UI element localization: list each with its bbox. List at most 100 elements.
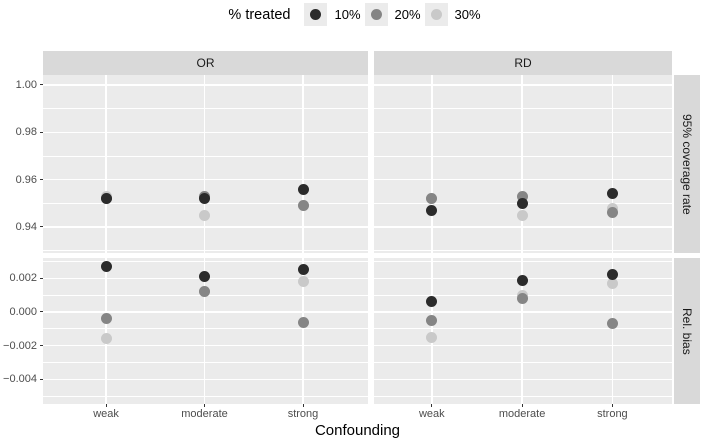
gridline-vertical — [302, 75, 304, 253]
panel-or-coverage — [43, 75, 368, 253]
gridline-minor — [43, 108, 368, 109]
gridline-major — [43, 311, 368, 313]
data-point — [297, 183, 309, 195]
x-tick-label: weak — [93, 408, 119, 420]
gridline-major — [43, 378, 368, 381]
data-point — [426, 314, 438, 326]
panel-or-rel-bias — [43, 258, 368, 404]
legend-key-20 — [364, 3, 388, 26]
panel-rd-coverage — [374, 75, 672, 253]
data-point — [516, 197, 528, 209]
y-tick-mark — [40, 179, 43, 181]
data-point — [100, 193, 112, 205]
data-point — [297, 316, 309, 328]
data-point — [297, 264, 309, 276]
data-point — [516, 293, 528, 305]
gridline-minor — [374, 250, 672, 252]
data-point — [199, 209, 211, 221]
legend-dot — [310, 9, 322, 20]
data-point — [606, 207, 618, 219]
gridline-minor — [374, 328, 672, 330]
y-tick-label: 0.98 — [15, 126, 37, 139]
gridline-vertical — [203, 258, 206, 404]
panel-rd-rel-bias — [374, 258, 672, 404]
legend-dot — [370, 9, 382, 20]
data-point — [606, 277, 618, 289]
x-tick-mark — [431, 404, 433, 407]
x-tick-mark — [611, 404, 613, 407]
gridline-major — [374, 344, 672, 347]
x-tick-mark — [105, 404, 107, 407]
data-point — [426, 193, 438, 205]
data-point — [426, 331, 438, 343]
data-point — [606, 318, 618, 330]
facet-strip-rd: RD — [374, 51, 672, 75]
y-tick-mark — [40, 277, 43, 279]
x-tick-label: moderate — [498, 408, 546, 420]
gridline-vertical — [611, 75, 614, 253]
gridline-minor — [374, 395, 672, 397]
gridline-minor — [374, 362, 672, 363]
gridline-vertical — [105, 75, 107, 253]
data-point — [100, 313, 112, 325]
y-tick-label: 0.94 — [15, 220, 37, 233]
gridline-minor — [374, 108, 672, 109]
x-tick-mark — [204, 404, 206, 407]
data-point — [199, 271, 211, 283]
data-point — [297, 200, 309, 212]
gridline-major — [374, 311, 672, 313]
legend-label-20: 20% — [394, 7, 421, 22]
x-tick-label: strong — [287, 408, 319, 420]
data-point — [426, 296, 438, 308]
legend-label-30: 30% — [454, 7, 481, 22]
facet-strip-or: OR — [43, 51, 368, 75]
x-tick-mark — [521, 404, 523, 407]
legend-title: % treated — [228, 6, 291, 23]
data-point — [100, 261, 112, 273]
legend-label-10: 10% — [334, 7, 361, 22]
gridline-major — [43, 131, 368, 134]
x-tick-label: weak — [418, 408, 445, 420]
gridline-minor — [43, 261, 368, 262]
gridline-vertical — [431, 258, 433, 404]
data-point — [199, 286, 211, 298]
x-tick-label: moderate — [181, 408, 228, 420]
gridline-vertical — [431, 75, 433, 253]
y-tick-label: 1.00 — [15, 78, 37, 91]
gridline-major — [43, 84, 368, 86]
gridline-minor — [43, 155, 368, 157]
gridline-major — [374, 378, 672, 381]
x-axis-title: Confounding — [314, 422, 401, 439]
gridline-minor — [43, 362, 368, 363]
y-tick-label: 0.002 — [9, 272, 37, 285]
data-point — [199, 193, 211, 205]
gridline-vertical — [203, 75, 206, 253]
y-tick-mark — [40, 84, 43, 86]
gridline-major — [374, 226, 672, 228]
gridline-minor — [43, 328, 368, 330]
data-point — [297, 276, 309, 288]
legend-key-10 — [304, 3, 328, 26]
gridline-minor — [374, 261, 672, 262]
legend: % treated 10% 20% 30% — [0, 3, 709, 26]
legend-dot — [430, 9, 442, 20]
gridline-minor — [43, 395, 368, 397]
y-tick-label: 0.96 — [15, 173, 37, 186]
y-tick-label: −0.004 — [3, 373, 37, 386]
gridline-vertical — [611, 258, 614, 404]
data-point — [606, 269, 618, 281]
gridline-vertical — [521, 75, 523, 253]
gridline-vertical — [105, 258, 107, 404]
facet-strip-coverage: 95% coverage rate — [674, 75, 700, 253]
gridline-minor — [374, 155, 672, 157]
x-tick-label: strong — [597, 408, 628, 420]
y-tick-mark — [40, 311, 43, 313]
y-tick-label: −0.002 — [3, 339, 37, 352]
x-tick-mark — [302, 404, 304, 407]
data-point — [516, 274, 528, 286]
y-tick-mark — [40, 131, 43, 133]
y-tick-mark — [40, 226, 43, 228]
gridline-major — [43, 178, 368, 181]
gridline-minor — [43, 250, 368, 252]
